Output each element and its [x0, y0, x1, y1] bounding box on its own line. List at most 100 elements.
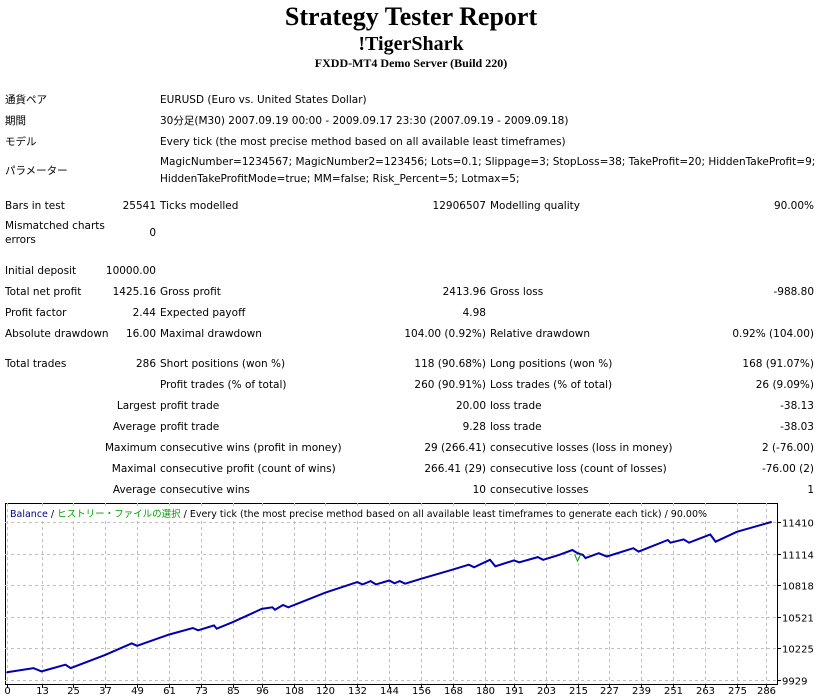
x-tick-label: 203	[537, 686, 556, 697]
balance-point	[136, 644, 138, 647]
stat-label: loss trade	[490, 420, 542, 433]
stat-label	[5, 395, 105, 416]
stat-label: consecutive wins	[160, 483, 250, 496]
stat-value: 1	[807, 483, 814, 496]
balance-point	[375, 583, 377, 586]
stat-value: 29 (266.41)	[424, 441, 486, 454]
x-tick-label: 120	[316, 686, 335, 697]
x-tick-label: 251	[664, 686, 683, 697]
balance-point	[688, 541, 690, 544]
spacer	[5, 344, 818, 353]
stat-label: Short positions (won %)	[160, 357, 286, 370]
info-label: 通貨ペア	[5, 94, 47, 106]
stats-row: Absolute drawdown 16.00 Maximal drawdown 10…	[5, 323, 818, 344]
stat-value: 20.00	[455, 399, 486, 412]
balance-point	[598, 552, 600, 554]
x-tick-label: 61	[163, 686, 176, 697]
balance-point	[770, 521, 773, 523]
chart-title-balance: Balance	[10, 509, 48, 520]
trade-marker	[574, 554, 582, 563]
balance-chart: 9929 10225 10521 10818 11114 11410 0 13 25 37 49 61…	[4, 503, 814, 697]
spacer-row	[5, 344, 818, 353]
x-tick-label: 215	[569, 686, 588, 697]
balance-point	[197, 629, 199, 632]
report-title: Strategy Tester Report	[284, 2, 538, 31]
server-name: FXDD-MT4 Demo Server (Build 220)	[314, 56, 508, 70]
stats-row: Profit trades (% of total) 260 (90.91%) Lo…	[5, 374, 818, 395]
balance-point	[32, 667, 35, 669]
x-tick-label: 108	[285, 686, 304, 697]
stat-label: Maximum	[105, 441, 157, 454]
x-tick-label: 263	[696, 686, 715, 697]
balance-point	[231, 621, 234, 623]
stat-value: 260 (90.91%)	[414, 378, 486, 391]
x-tick-label: 286	[757, 686, 776, 697]
stats-row: Average profit trade 9.28 loss trade -38.03	[5, 416, 818, 437]
balance-point	[582, 554, 584, 556]
stat-label	[5, 374, 105, 395]
stat-value: 10000.00	[105, 264, 156, 277]
stat-label: Initial deposit	[5, 264, 77, 277]
balance-point	[6, 671, 8, 674]
x-tick-label: 96	[256, 686, 269, 697]
balance-point	[130, 642, 133, 645]
report-table: 通貨ペア EURUSD (Euro vs. United States Dolla…	[5, 89, 818, 500]
balance-point	[489, 558, 491, 561]
balance-point	[536, 556, 539, 558]
balance-point	[605, 555, 608, 558]
stats-row: Maximum consecutive wins (profit in money…	[5, 437, 818, 458]
stat-label: Total trades	[5, 357, 67, 370]
x-tick-label: 191	[505, 686, 524, 697]
balance-point	[324, 591, 327, 594]
stat-value: 266.41 (29)	[424, 462, 486, 475]
balance-point	[215, 627, 218, 630]
stat-label	[5, 416, 105, 437]
stat-value	[105, 374, 160, 395]
balance-point	[558, 554, 560, 556]
balance-point	[682, 538, 685, 541]
y-tick-label: 11114	[782, 551, 814, 562]
balance-point	[420, 577, 422, 580]
stat-value: 168 (91.07%)	[742, 357, 814, 370]
balance-point	[404, 582, 406, 585]
stat-label: Long positions (won %)	[490, 357, 613, 370]
x-tick-label: 73	[195, 686, 208, 697]
stat-label: Bars in test	[5, 199, 65, 212]
stat-label	[5, 437, 105, 458]
spacer	[5, 250, 818, 260]
stat-value	[730, 302, 818, 323]
balance-point	[69, 667, 72, 669]
balance-point	[584, 557, 587, 559]
x-tick-label: 132	[348, 686, 367, 697]
balance-point	[709, 533, 712, 536]
balance-point	[494, 565, 497, 568]
stats-row: Mismatched charts errors 0	[5, 216, 818, 250]
info-row: モデル Every tick (the most precise method b…	[5, 131, 818, 152]
balance-point	[64, 663, 67, 666]
stats-row: Total net profit 1425.16 Gross profit 2413.…	[5, 281, 818, 302]
stat-label: profit trade	[160, 420, 220, 433]
spacer-row	[5, 250, 818, 260]
balance-point	[191, 627, 194, 629]
balance-point	[632, 547, 635, 550]
stat-value: -38.13	[780, 399, 814, 412]
balance-point	[513, 559, 515, 562]
balance-point	[361, 583, 364, 586]
stat-value: 16.00	[125, 327, 156, 340]
stat-label: Mismatched charts errors	[5, 220, 105, 246]
balance-point	[274, 608, 276, 611]
stats-row: Largest profit trade 20.00 loss trade -38.13	[5, 395, 818, 416]
stat-value: 26 (9.09%)	[755, 378, 814, 391]
balance-point	[40, 670, 43, 673]
balance-point	[667, 539, 669, 541]
balance-point	[393, 582, 396, 585]
balance-point	[356, 581, 359, 583]
stats-row: Bars in test 25541 Ticks modelled 12906507 M…	[5, 195, 818, 216]
x-tick-label: 156	[412, 686, 431, 697]
stat-label: Profit factor	[5, 306, 67, 319]
x-tick-label: 180	[476, 686, 495, 697]
stats-row: Average consecutive wins 10 consecutive los…	[5, 479, 818, 500]
stat-value: 0	[149, 227, 156, 239]
info-value: MagicNumber=1234567; MagicNumber2=123456…	[160, 156, 816, 185]
y-tick-label: 10818	[782, 582, 814, 593]
